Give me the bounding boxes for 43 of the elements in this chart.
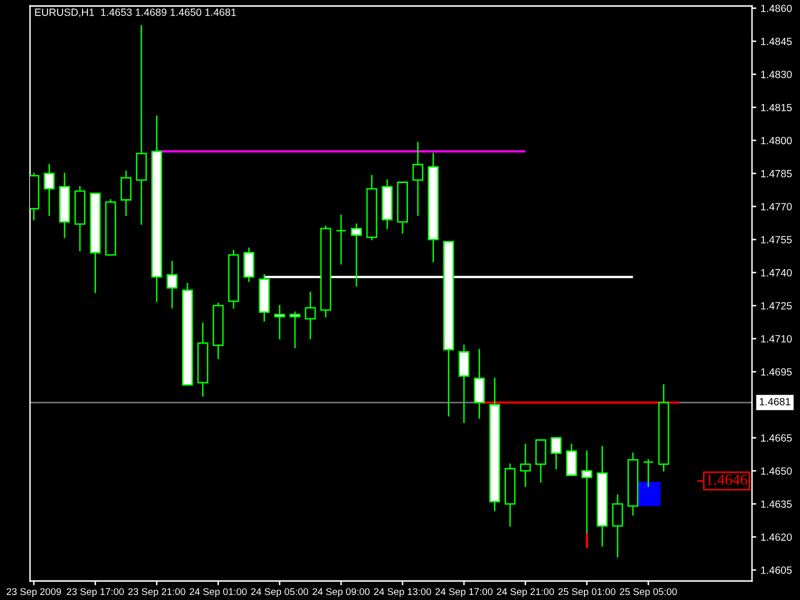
- candlestick: [550, 437, 562, 470]
- candlestick: [274, 304, 286, 340]
- y-tick-label: 1.4650: [761, 467, 792, 475]
- y-tick-label: 1.4755: [761, 236, 792, 244]
- y-tick-label: 1.4620: [761, 533, 792, 541]
- x-tick-label: 24 Sep 13:00: [374, 588, 432, 598]
- candlestick: [520, 444, 531, 487]
- y-tick-label: 1.4845: [761, 38, 792, 46]
- ref-line-label: 1.4681: [760, 398, 790, 406]
- y-tick-label: 1.4725: [761, 302, 792, 310]
- chart-title: EURUSD,H1 1.4653 1.4689 1.4650 1.4681: [35, 8, 236, 18]
- candlestick: [44, 164, 55, 216]
- y-tick-label: 1.4800: [761, 136, 792, 144]
- x-tick-label: 25 Sep 05:00: [620, 588, 677, 598]
- y-tick-label: 1.4740: [761, 269, 792, 276]
- x-tick-label: 24 Sep 17:00: [436, 588, 493, 598]
- y-tick-label: 1.4635: [761, 500, 792, 508]
- candlestick: [120, 170, 132, 216]
- x-tick-label: 24 Sep 21:00: [496, 588, 554, 598]
- x-tick-label: 24 Sep 05:00: [251, 588, 308, 598]
- annotation: 1.4646: [707, 474, 748, 485]
- y-tick-label: 1.4665: [761, 434, 792, 442]
- candlestick: [304, 292, 316, 340]
- candlestick: [642, 459, 654, 487]
- x-tick-label: 25 Sep 01:00: [558, 588, 616, 598]
- candlestick: [336, 214, 347, 264]
- y-tick-label: 1.4785: [761, 170, 792, 178]
- y-tick-label: 1.4815: [761, 104, 792, 112]
- y-tick-label: 1.4605: [761, 566, 792, 574]
- x-tick-label: 24 Sep 01:00: [190, 588, 247, 598]
- x-tick-label: 23 Sep 21:00: [128, 588, 186, 598]
- y-tick-label: 1.4830: [761, 70, 792, 78]
- candlestick: [166, 260, 178, 309]
- candlestick: [290, 312, 300, 348]
- x-tick-label: 23 Sep 2009: [6, 588, 61, 598]
- y-tick-label: 1.4710: [761, 335, 792, 343]
- x-tick-label: 23 Sep 17:00: [66, 588, 124, 598]
- y-tick-label: 1.4695: [761, 368, 792, 376]
- y-tick-label: 1.4860: [761, 4, 792, 12]
- candlestick: [412, 142, 424, 216]
- candlestick: [612, 494, 624, 558]
- y-tick-label: 1.4770: [761, 202, 792, 210]
- x-tick-label: 24 Sep 09:00: [312, 588, 370, 598]
